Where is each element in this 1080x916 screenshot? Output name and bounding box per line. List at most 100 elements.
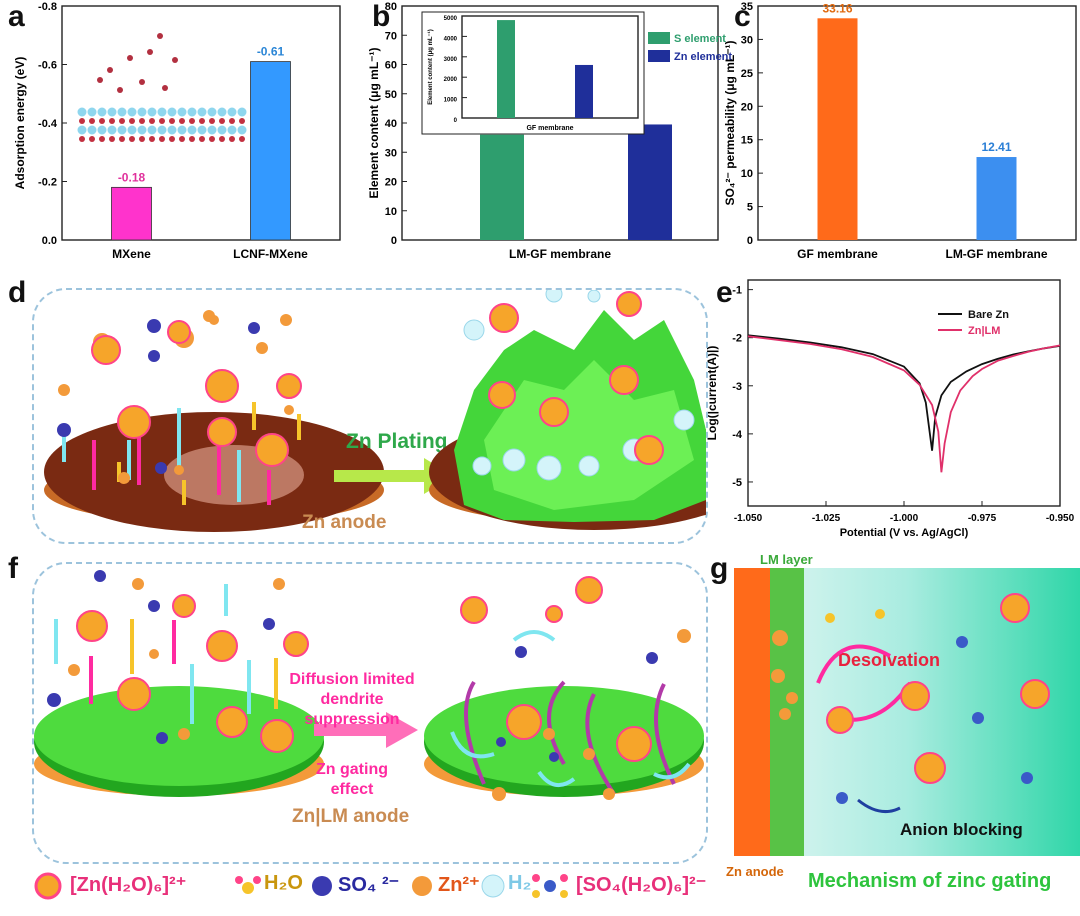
- structure-atom: [187, 107, 197, 117]
- structure-atom: [77, 107, 87, 117]
- species-legend: [Zn(H₂O)₆]²⁺ H₂O SO₄ ²⁻ Zn²⁺ H₂ [SO₄(H₂O…: [30, 866, 1030, 906]
- chart-b-ytick-label: 40: [385, 118, 397, 130]
- structure-atom: [157, 125, 167, 135]
- structure-atom: [209, 118, 215, 124]
- structure-atom: [79, 136, 85, 142]
- structure-atom: [177, 107, 187, 117]
- structure-atom: [207, 107, 217, 117]
- chart-b-ytick-label: 60: [385, 60, 397, 72]
- structure-atom: [89, 136, 95, 142]
- chart-e-xtick-label: -0.975: [968, 513, 997, 524]
- panel-letter-b: b: [372, 0, 391, 33]
- chart-b-xlabel: LM-GF membrane: [509, 247, 611, 261]
- structure-atom: [237, 107, 247, 117]
- chart-a-category-label-2: LCNF-MXene: [233, 247, 308, 261]
- structure-atom: [99, 118, 105, 124]
- chart-e-xtick-label: -0.950: [1046, 513, 1075, 524]
- chart-b-ytick-label: 20: [385, 177, 397, 189]
- f-label-line2: dendrite: [320, 691, 383, 708]
- structure-atom: [207, 125, 217, 135]
- legend-sulfate: SO₄ ²⁻: [338, 874, 400, 896]
- structure-atom: [179, 118, 185, 124]
- f-label-line4: Zn gating: [316, 761, 388, 778]
- chart-b-ytick-label: 0: [391, 235, 397, 247]
- chart-e-ytick-label: -5: [732, 477, 742, 489]
- structure-atom: [107, 125, 117, 135]
- structure-atom: [139, 136, 145, 142]
- chart-a-ytick-label: -0.6: [38, 60, 57, 72]
- structure-atom: [137, 107, 147, 117]
- chart-e-xtick-label: -1.050: [734, 513, 763, 524]
- structure-atom: [79, 118, 85, 124]
- chart-b-inset-xlabel: GF membrane: [526, 125, 573, 132]
- chart-c-category-label-2: LM-GF membrane: [945, 247, 1047, 261]
- structure-atom: [119, 136, 125, 142]
- structure-atom: [197, 125, 207, 135]
- panel-g-illustration: [771, 593, 1050, 814]
- structure-atom: [107, 107, 117, 117]
- scheme-d-zn-plating: Zn Plating Zn anode: [32, 288, 708, 544]
- chart-e-ytick-label: -4: [732, 429, 743, 441]
- panel-letter-a: a: [8, 0, 25, 33]
- panel-letter-f: f: [8, 552, 18, 585]
- chart-b-ytick-label: 50: [385, 89, 397, 101]
- structure-atom: [139, 79, 145, 85]
- structure-atom: [139, 118, 145, 124]
- structure-atom: [177, 125, 187, 135]
- chart-a-value-label-2: -0.61: [257, 45, 285, 59]
- structure-atom: [169, 118, 175, 124]
- chart-e-plot-frame: [747, 279, 1061, 507]
- structure-atom: [149, 118, 155, 124]
- panel-g-mechanism: LM layer Desolvation Anion blocking Zn a…: [710, 552, 1080, 898]
- chart-e-xlabel: Potential (V vs. Ag/AgCl): [840, 527, 969, 539]
- chart-b-legend-swatch-1: [648, 32, 670, 44]
- structure-atom: [187, 125, 197, 135]
- chart-b-inset-ytick-label: 2000: [444, 77, 458, 83]
- chart-c-ylabel: SO₄²⁻ permeability (μg mL⁻¹): [723, 40, 737, 205]
- chart-b-bar-1: [480, 134, 524, 240]
- chart-b-legend-label-2: Zn element: [674, 51, 732, 63]
- structure-atom: [219, 136, 225, 142]
- structure-atom: [189, 136, 195, 142]
- chart-c-ytick-label: 35: [741, 1, 753, 13]
- structure-atom: [77, 125, 87, 135]
- lm-layer-label: LM layer: [760, 552, 813, 567]
- zn-plating-label: Zn Plating: [346, 430, 448, 453]
- structure-atom: [109, 118, 115, 124]
- structure-atom: [129, 118, 135, 124]
- chart-e-legend-label-2: Zn|LM: [968, 325, 1000, 337]
- chart-e-ytick-label: -2: [732, 333, 742, 345]
- chart-b-inset-ytick-label: 3000: [444, 57, 458, 63]
- f-label-line3: suppression: [304, 711, 399, 728]
- legend-hydrogen: H₂: [508, 872, 532, 894]
- chart-c-category-label-1: GF membrane: [797, 247, 878, 261]
- structure-atom: [227, 125, 237, 135]
- structure-atom: [237, 125, 247, 135]
- structure-atom: [179, 136, 185, 142]
- structure-atom: [159, 118, 165, 124]
- structure-atom: [97, 77, 103, 83]
- structure-atom: [217, 125, 227, 135]
- structure-atom: [87, 107, 97, 117]
- structure-atom: [97, 107, 107, 117]
- panel-letter-e: e: [716, 276, 733, 309]
- structure-atom: [169, 136, 175, 142]
- f-label-line1: Diffusion limited: [289, 671, 414, 688]
- chart-a-bar-2: [250, 61, 291, 241]
- structure-atom: [229, 136, 235, 142]
- structure-atom: [219, 118, 225, 124]
- chart-e-ytick-label: -1: [732, 285, 742, 297]
- structure-atom: [147, 125, 157, 135]
- legend-zn-complex: [Zn(H₂O)₆]²⁺: [70, 874, 187, 896]
- panel-letter-g: g: [710, 552, 729, 585]
- chart-e-ylabel: Log(|current(A)|): [705, 346, 719, 441]
- chart-e-legend-label-1: Bare Zn: [968, 309, 1009, 321]
- chart-a-adsorption-energy: 0.0 -0.2 -0.4 -0.6 -0.8 Adsorption energy (eV…: [13, 1, 341, 261]
- desolvation-label: Desolvation: [838, 650, 941, 670]
- structure-atom: [229, 118, 235, 124]
- chart-b-inset-bar-1: [497, 20, 515, 118]
- legend-icons: [34, 872, 568, 900]
- structure-atom: [162, 85, 168, 91]
- panel-letter-d: d: [8, 276, 27, 309]
- zinc-gating-caption: Mechanism of zinc gating: [808, 870, 1052, 892]
